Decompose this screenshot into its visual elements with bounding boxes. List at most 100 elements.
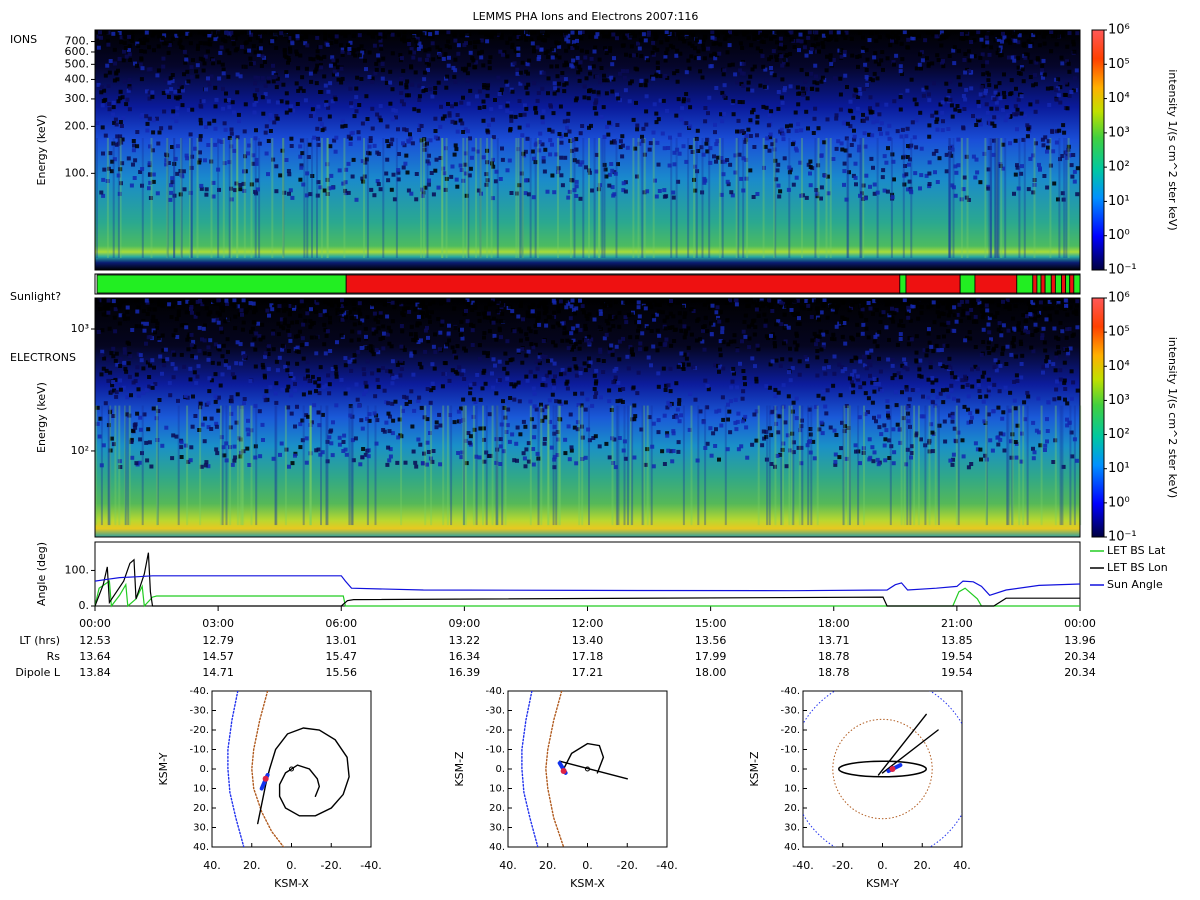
texture-cell (334, 135, 339, 140)
texture-cell (788, 378, 793, 383)
texture-cell (643, 462, 648, 467)
texture-cell (399, 434, 404, 439)
texture-cell (1048, 163, 1053, 168)
texture-cell (906, 45, 911, 50)
texture-cell (777, 46, 782, 51)
texture-cell (321, 385, 326, 390)
texture-cell (191, 339, 196, 344)
texture-cell (652, 102, 657, 107)
texture-cell (567, 189, 572, 194)
texture-cell (238, 361, 243, 366)
texture-cell (966, 420, 971, 425)
texture-cell (809, 47, 814, 52)
texture-cell (461, 130, 466, 134)
texture-cell (1021, 43, 1026, 47)
texture-cell (516, 53, 521, 57)
texture-cell (599, 115, 604, 119)
texture-cell (1046, 359, 1051, 364)
texture-streak (343, 138, 346, 258)
texture-cell (1060, 329, 1065, 334)
texture-cell (335, 308, 340, 313)
texture-cell (607, 455, 612, 460)
texture-cell (708, 305, 713, 310)
texture-cell (819, 196, 823, 201)
texture-cell (551, 340, 556, 345)
texture-cell (983, 91, 988, 96)
texture-cell (412, 107, 417, 112)
texture-cell (102, 356, 107, 361)
texture-cell (855, 54, 860, 59)
texture-cell (376, 58, 381, 63)
texture-cell (887, 136, 892, 141)
texture-cell (373, 394, 378, 399)
texture-cell (588, 71, 593, 76)
texture-cell (1049, 30, 1054, 34)
texture-cell (109, 389, 114, 394)
texture-cell (926, 305, 931, 310)
texture-cell (428, 301, 432, 306)
texture-cell (284, 70, 289, 75)
texture-cell (1040, 333, 1045, 338)
texture-streak (106, 138, 109, 258)
texture-cell (474, 454, 479, 459)
texture-streak (582, 138, 585, 258)
texture-cell (164, 162, 169, 167)
texture-cell (711, 322, 716, 327)
texture-cell (756, 313, 761, 318)
texture-cell (473, 306, 478, 310)
texture-cell (1072, 179, 1077, 184)
texture-cell (868, 306, 873, 311)
texture-cell (887, 456, 892, 460)
texture-cell (553, 374, 557, 379)
texture-cell (1019, 171, 1024, 176)
texture-cell (153, 382, 158, 386)
texture-cell (426, 68, 430, 72)
texture-cell (872, 377, 877, 382)
texture-cell (1003, 305, 1008, 309)
texture-cell (665, 47, 670, 52)
texture-cell (1007, 306, 1012, 311)
texture-cell (918, 52, 922, 57)
texture-cell (831, 58, 836, 62)
texture-cell (949, 383, 954, 388)
texture-cell (979, 457, 983, 462)
texture-cell (822, 366, 827, 371)
texture-cell (620, 143, 625, 148)
texture-cell (463, 127, 468, 132)
texture-cell (1006, 328, 1011, 333)
texture-cell (628, 344, 633, 349)
texture-cell (602, 34, 607, 39)
texture-cell (907, 397, 912, 402)
texture-cell (874, 419, 878, 424)
texture-cell (422, 143, 427, 148)
texture-cell (752, 64, 757, 69)
texture-cell (969, 419, 973, 424)
texture-cell (498, 49, 503, 54)
texture-cell (962, 58, 967, 62)
texture-cell (507, 439, 512, 444)
texture-cell (532, 156, 536, 161)
texture-cell (754, 438, 759, 443)
texture-cell (843, 73, 848, 78)
texture-cell (742, 319, 747, 324)
timeline-segment (1036, 274, 1042, 294)
texture-cell (189, 65, 194, 70)
texture-cell (925, 348, 930, 353)
texture-cell (328, 63, 333, 68)
texture-cell (1034, 60, 1039, 65)
texture-cell (564, 381, 569, 386)
texture-streak (966, 138, 969, 258)
texture-cell (252, 93, 257, 98)
texture-cell (812, 331, 817, 336)
texture-cell (978, 55, 983, 60)
texture-cell (97, 434, 102, 439)
texture-cell (120, 137, 125, 142)
texture-cell (517, 99, 522, 103)
texture-cell (833, 460, 838, 464)
texture-cell (933, 170, 937, 175)
texture-cell (372, 311, 377, 316)
texture-cell (905, 187, 910, 192)
texture-cell (782, 88, 787, 93)
texture-cell (149, 464, 154, 469)
texture-streak (952, 138, 955, 258)
